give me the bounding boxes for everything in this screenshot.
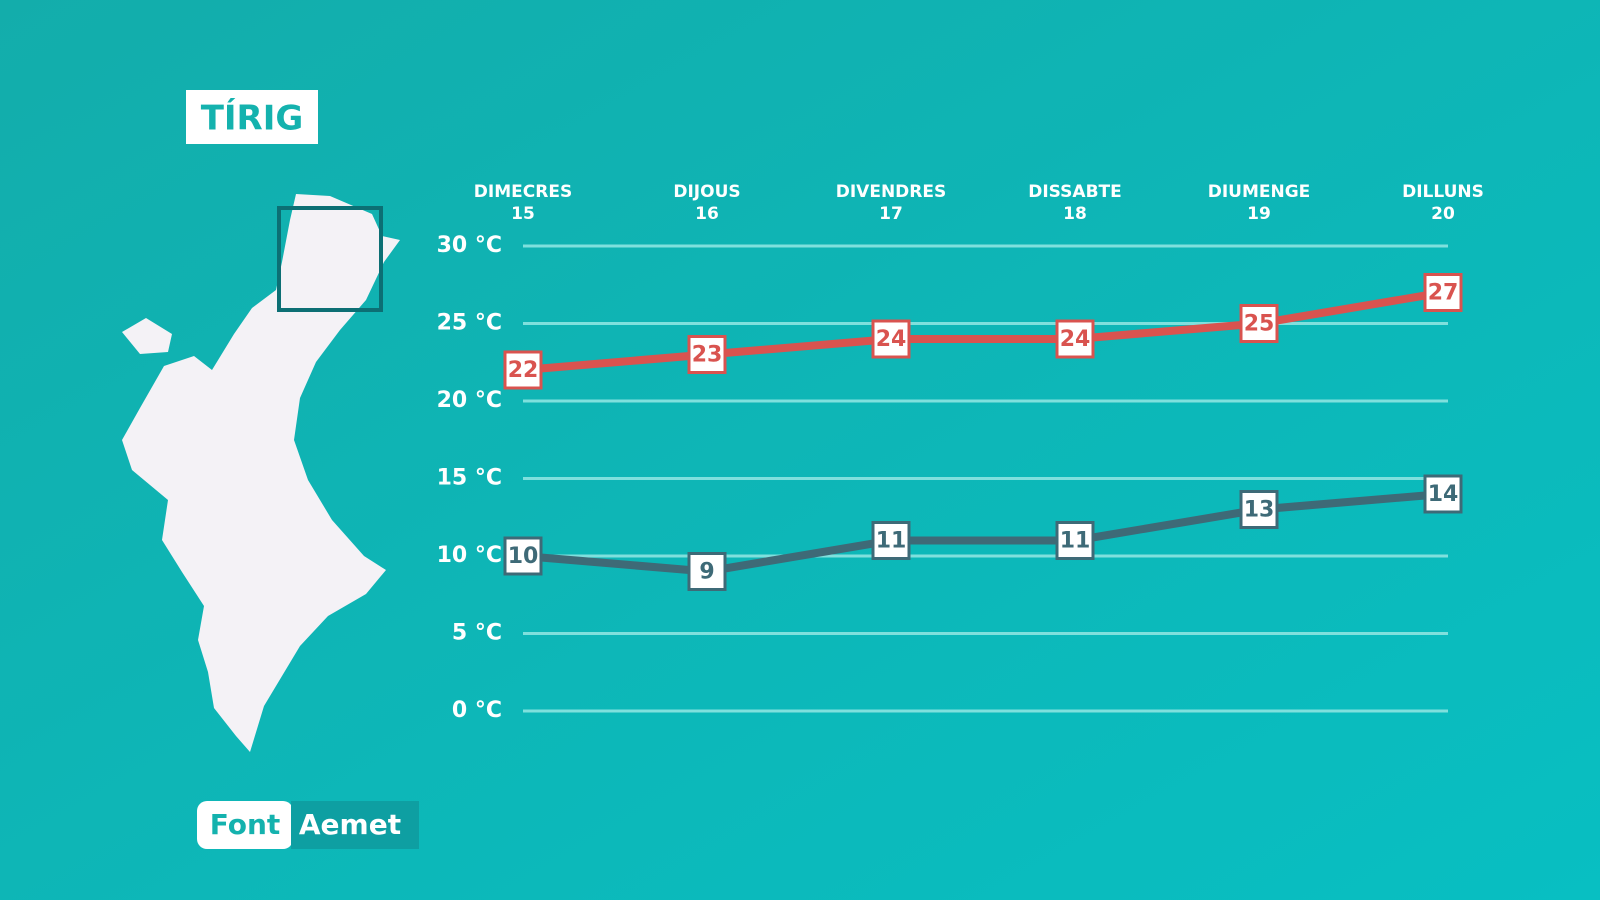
x-tick-label: 20 — [1431, 204, 1455, 224]
value-label: 9 — [699, 560, 714, 585]
value-label: 10 — [508, 544, 539, 569]
y-tick-label: 30 °C — [437, 233, 502, 258]
y-tick-label: 25 °C — [437, 311, 502, 336]
value-box — [687, 552, 727, 591]
x-tick-label: 19 — [1247, 204, 1271, 224]
value-label: 23 — [692, 343, 723, 368]
value-box — [1239, 304, 1279, 343]
y-tick-label: 10 °C — [437, 543, 502, 568]
source-name: Aemet — [299, 808, 401, 841]
value-box — [503, 350, 543, 390]
value-box — [503, 536, 543, 576]
value-box — [1055, 521, 1095, 560]
value-label: 14 — [1428, 482, 1459, 507]
x-tick-label: DISSABTE — [1028, 182, 1121, 202]
x-tick-label: 17 — [879, 204, 903, 224]
x-tick-label: DIVENDRES — [836, 182, 947, 202]
region-map — [122, 194, 400, 752]
map-highlight — [277, 206, 383, 312]
source-name-box — [291, 801, 419, 849]
series-line — [522, 490, 1444, 576]
x-tick-label: DIJOUS — [673, 182, 740, 202]
value-box — [1423, 273, 1463, 312]
value-label: 25 — [1244, 312, 1275, 337]
value-label: 24 — [876, 327, 907, 352]
value-label: 22 — [508, 358, 539, 383]
x-tick-label: 15 — [511, 204, 535, 224]
value-label: 11 — [1060, 529, 1091, 554]
series-line — [522, 288, 1444, 374]
source-label: Font — [210, 808, 281, 841]
x-tick-label: DILLUNS — [1402, 182, 1484, 202]
source-label-box — [197, 801, 293, 849]
value-label: 24 — [1060, 327, 1091, 352]
value-box — [871, 521, 911, 560]
y-tick-label: 15 °C — [437, 466, 502, 491]
y-tick-label: 20 °C — [437, 388, 502, 413]
value-box — [687, 335, 727, 374]
value-box — [1423, 474, 1463, 514]
value-label: 11 — [876, 529, 907, 554]
x-tick-label: 16 — [695, 204, 719, 224]
chart-title: TÍRIG — [201, 98, 304, 139]
value-label: 27 — [1428, 281, 1459, 306]
value-box — [871, 319, 911, 359]
x-tick-label: DIMECRES — [474, 182, 572, 202]
x-tick-label: DIUMENGE — [1208, 182, 1311, 202]
title-box — [186, 90, 318, 144]
y-tick-label: 0 °C — [452, 698, 502, 723]
value-label: 13 — [1244, 498, 1275, 523]
value-box — [1055, 319, 1095, 359]
y-tick-label: 5 °C — [452, 621, 502, 646]
x-tick-label: 18 — [1063, 204, 1087, 224]
value-box — [1239, 490, 1279, 529]
